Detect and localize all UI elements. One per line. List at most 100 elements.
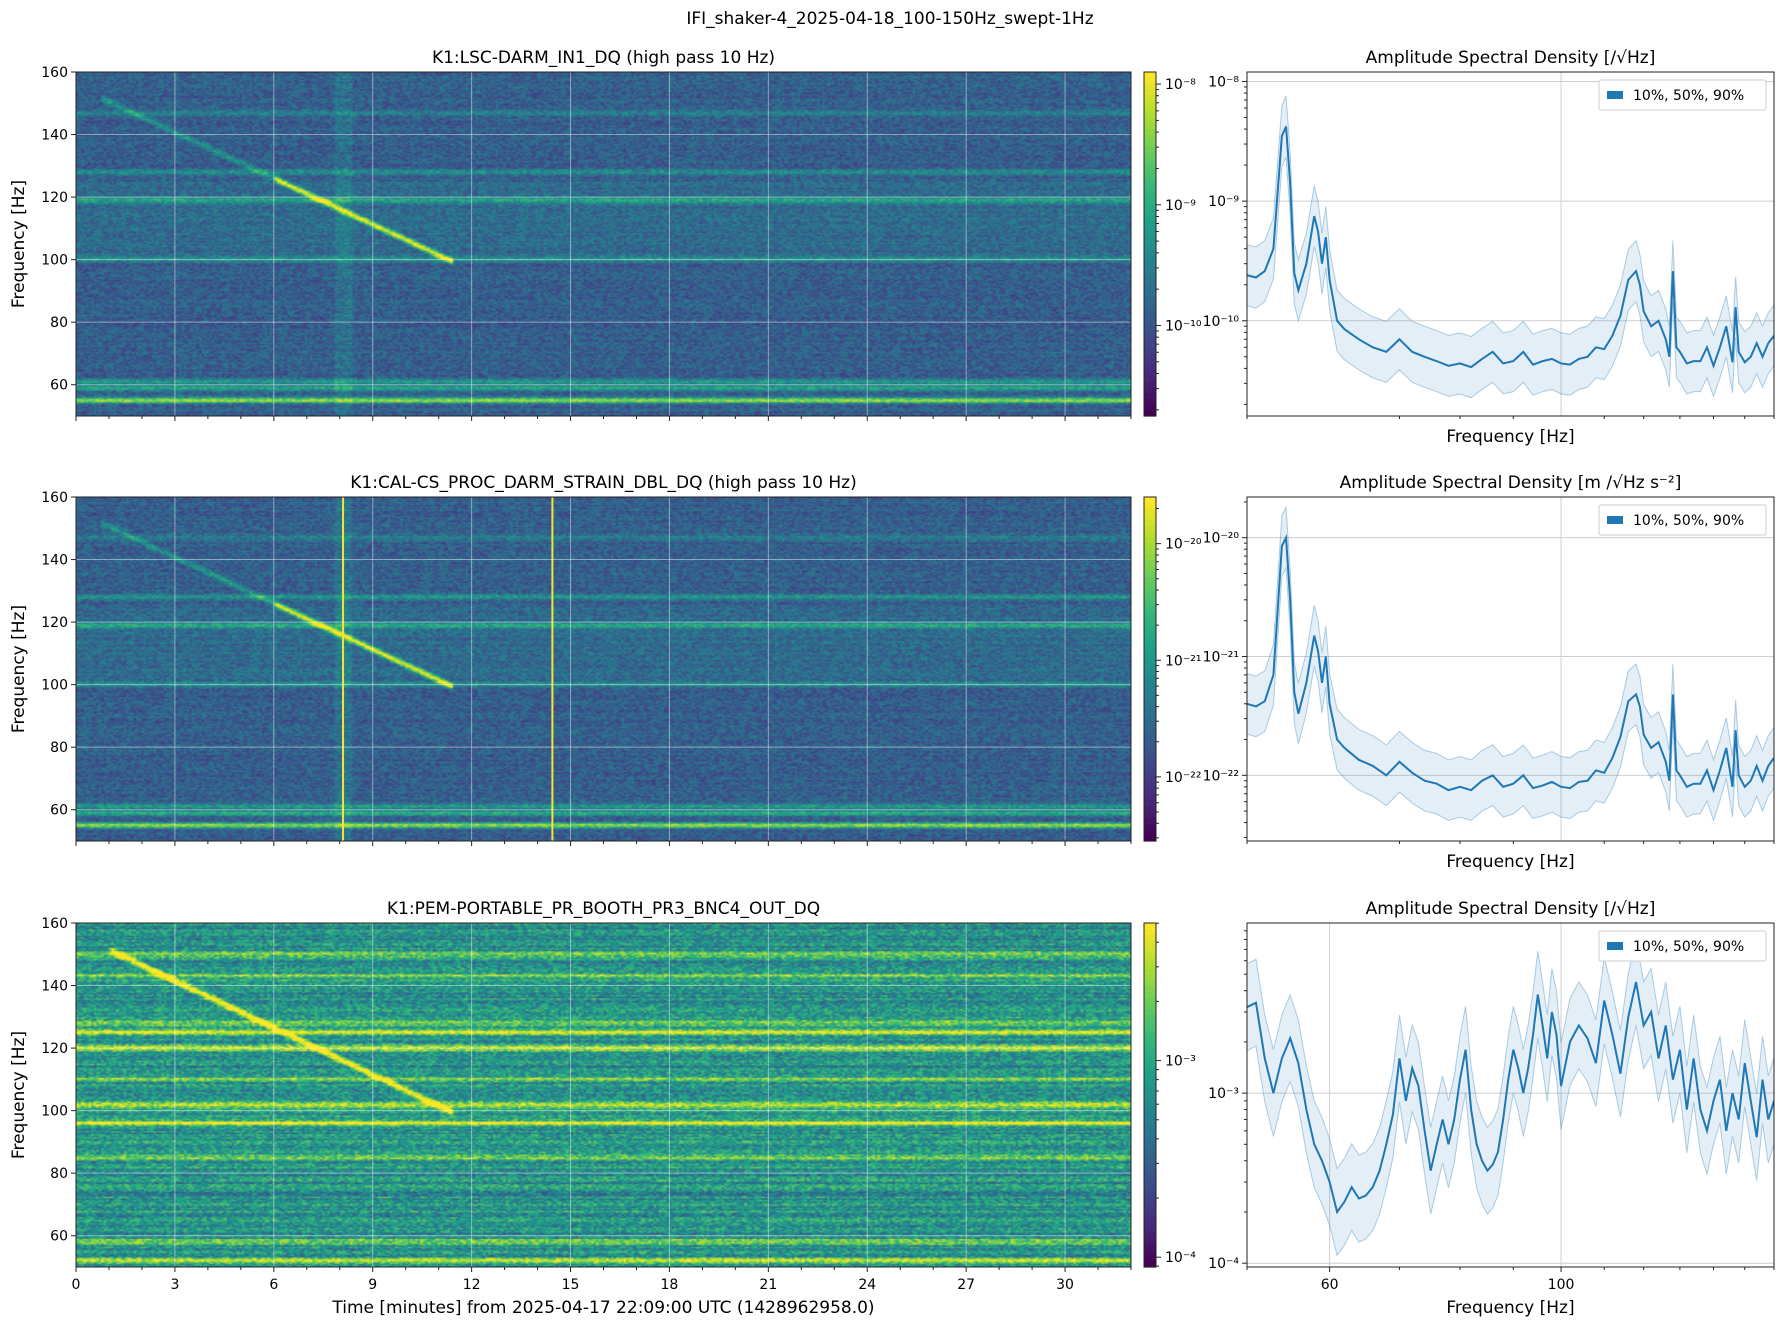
- colorbar-segment: [1144, 72, 1156, 79]
- colorbar-tick-label: 10⁻¹⁰: [1165, 318, 1202, 334]
- colorbar-tick-label: 10⁻³: [1165, 1054, 1196, 1070]
- colorbar-segment: [1144, 777, 1156, 785]
- colorbar-segment: [1144, 221, 1156, 228]
- colorbar-segment: [1144, 669, 1156, 676]
- colorbar-segment: [1144, 1186, 1156, 1194]
- legend-box: [1598, 930, 1767, 962]
- colorbar-segment: [1144, 502, 1156, 510]
- legend: 10%, 50%, 90%: [1598, 930, 1767, 962]
- median-line: [1247, 533, 1774, 794]
- colorbar-segment: [1144, 232, 1156, 239]
- colorbar-segment: [1144, 542, 1156, 550]
- colorbar-frame: [1143, 496, 1157, 842]
- panel-title: K1:CAL-CS_PROC_DARM_STRAIN_DBL_DQ (high …: [350, 473, 856, 493]
- colorbar-segment: [1144, 410, 1156, 417]
- colorbar-segment: [1144, 991, 1156, 999]
- x-tick-label: 30: [1056, 1277, 1074, 1293]
- colorbar-segment: [1144, 691, 1156, 699]
- y-tick-label: 10⁻⁹: [1208, 194, 1239, 210]
- y-tick-label: 60: [50, 378, 68, 394]
- colorbar: 10⁻⁸ 10⁻⁹ 10⁻¹⁰: [1143, 71, 1202, 417]
- x-axis-label: Time [minutes] from 2025-04-17 22:09:00 …: [331, 1298, 874, 1318]
- legend-box: [1598, 504, 1767, 536]
- x-tick-label: 0: [72, 1277, 81, 1293]
- colorbar-segment: [1144, 923, 1156, 930]
- x-tick-label: 3: [170, 1277, 179, 1293]
- y-axis-label: Frequency [Hz]: [9, 180, 29, 308]
- colorbar-segment: [1144, 749, 1156, 756]
- colorbar-segment: [1144, 238, 1156, 245]
- colorbar-segment: [1144, 106, 1156, 113]
- spectrogram-panel-2: 60 80 100 120 140 160 K1:CAL-CS_PROC_DARM_STRA…: [9, 473, 1202, 846]
- colorbar-segment: [1144, 605, 1156, 613]
- colorbar-segment: [1144, 1066, 1156, 1073]
- colorbar-segment: [1144, 249, 1156, 257]
- colorbar-segment: [1144, 1009, 1156, 1016]
- y-tick-label: 140: [41, 128, 68, 144]
- colorbar-segment: [1144, 720, 1156, 727]
- colorbar-segment: [1144, 1215, 1156, 1222]
- colorbar-segment: [1144, 974, 1156, 981]
- colorbar-segment: [1144, 1060, 1156, 1067]
- colorbar-segment: [1144, 497, 1156, 504]
- colorbar-segment: [1144, 795, 1156, 802]
- colorbar-segment: [1144, 387, 1156, 394]
- colorbar-segment: [1144, 1014, 1156, 1022]
- colorbar-segment: [1144, 335, 1156, 343]
- colorbar-segment: [1144, 186, 1156, 193]
- colorbar-segment: [1144, 123, 1156, 130]
- colorbar-segment: [1144, 651, 1156, 659]
- colorbar-segment: [1144, 583, 1156, 590]
- colorbar-segment: [1144, 347, 1156, 354]
- colorbar-segment: [1144, 600, 1156, 607]
- colorbar-segment: [1144, 1003, 1156, 1010]
- x-tick-label: 12: [463, 1277, 481, 1293]
- asd-panel-2: 10⁻²² 10⁻²¹ 10⁻²⁰ Amplitude Spectral Densit…: [1203, 473, 1775, 872]
- colorbar-segment: [1144, 1249, 1156, 1257]
- colorbar-segment: [1144, 806, 1156, 813]
- colorbar-segment: [1144, 289, 1156, 297]
- colorbar-segment: [1144, 957, 1156, 964]
- colorbar-segment: [1144, 646, 1156, 653]
- colorbar-tick-label: 10⁻⁹: [1165, 198, 1196, 214]
- y-tick-label: 10⁻²⁰: [1203, 531, 1240, 547]
- colorbar-segment: [1144, 703, 1156, 710]
- colorbar-segment: [1144, 324, 1156, 331]
- colorbar-tick-label: 10⁻²²: [1165, 770, 1201, 786]
- colorbar-segment: [1144, 117, 1156, 125]
- colorbar-segment: [1144, 934, 1156, 941]
- colorbar-segment: [1144, 514, 1156, 521]
- legend-swatch: [1607, 942, 1623, 950]
- colorbar-segment: [1144, 732, 1156, 739]
- colorbar-segment: [1144, 928, 1156, 936]
- colorbar-segment: [1144, 1192, 1156, 1199]
- x-axis-label: Frequency [Hz]: [1446, 1298, 1574, 1318]
- colorbar-segment: [1144, 1209, 1156, 1216]
- colorbar-segment: [1144, 968, 1156, 976]
- x-tick-label: 100: [1548, 1277, 1575, 1293]
- colorbar-segment: [1144, 628, 1156, 636]
- y-tick-label: 60: [50, 803, 68, 819]
- colorbar-tick-label: 10⁻⁴: [1165, 1250, 1196, 1266]
- colorbar-segment: [1144, 714, 1156, 722]
- colorbar-segment: [1144, 634, 1156, 641]
- colorbar-segment: [1144, 312, 1156, 320]
- colorbar-segment: [1144, 789, 1156, 796]
- colorbar-segment: [1144, 709, 1156, 716]
- colorbar-segment: [1144, 158, 1156, 165]
- colorbar-segment: [1144, 1135, 1156, 1142]
- colorbar-segment: [1144, 1129, 1156, 1136]
- colorbar-segment: [1144, 175, 1156, 182]
- colorbar-segment: [1144, 1140, 1156, 1148]
- colorbar-segment: [1144, 255, 1156, 262]
- colorbar-segment: [1144, 393, 1156, 400]
- colorbar-segment: [1144, 1255, 1156, 1262]
- y-tick-label: 160: [41, 65, 68, 81]
- colorbar-segment: [1144, 1163, 1156, 1171]
- colorbar-segment: [1144, 1037, 1156, 1044]
- colorbar-segment: [1144, 531, 1156, 538]
- colorbar-segment: [1144, 1031, 1156, 1039]
- colorbar-segment: [1144, 525, 1156, 532]
- colorbar-segment: [1144, 565, 1156, 573]
- colorbar-segment: [1144, 398, 1156, 406]
